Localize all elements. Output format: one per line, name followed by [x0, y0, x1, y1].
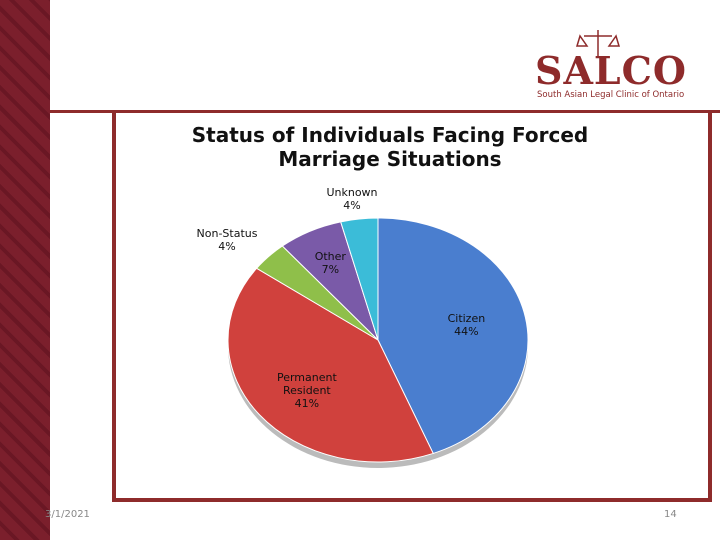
slice-label: Other: [314, 249, 346, 263]
slice-value: 4%: [218, 240, 236, 253]
slice-value: 4%: [343, 199, 361, 212]
page-number: 14: [664, 509, 677, 520]
logo: SALCO: [535, 48, 687, 93]
date: 3/1/2021: [45, 509, 90, 520]
slice-label: Permanent Resident: [276, 370, 337, 397]
slice-value: 7%: [321, 262, 340, 276]
side-strip: [0, 0, 50, 540]
slice-label: Non-Status: [196, 227, 258, 240]
chart-title: Status of Individuals Facing Forced Marr…: [191, 123, 589, 171]
slice-value: 41%: [294, 396, 320, 410]
logo-subtitle: South Asian Legal Clinic of Ontario: [537, 90, 685, 100]
pie-slice: [377, 217, 529, 455]
scales-icon: [575, 30, 621, 56]
pie-slice: [340, 217, 379, 341]
slice-label: Citizen: [447, 312, 486, 326]
slice-value: 44%: [454, 325, 479, 339]
divider: [50, 110, 720, 113]
slice-label: Unknown: [326, 186, 378, 199]
pie-slice: [227, 267, 434, 463]
